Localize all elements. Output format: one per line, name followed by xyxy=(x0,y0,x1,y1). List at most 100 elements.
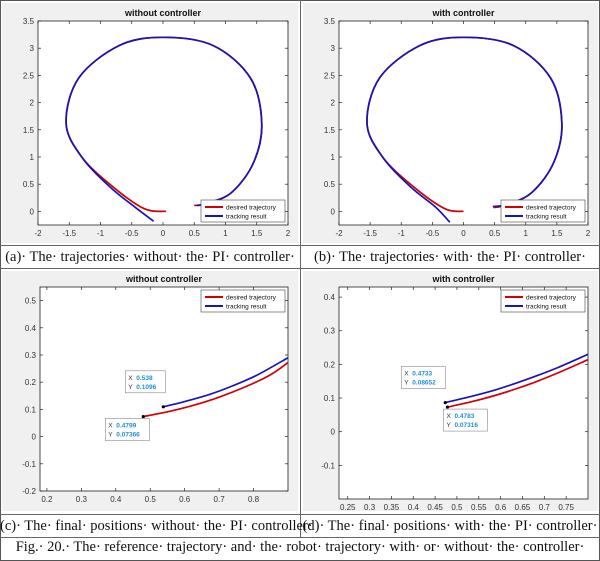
datatip-marker xyxy=(443,400,447,405)
datatip-x-value: 0.4783 xyxy=(454,413,474,420)
datatip-y-value: 0.07316 xyxy=(454,422,478,429)
x-tick-label: 0.6 xyxy=(495,503,507,511)
datatip-y-label: Y xyxy=(404,380,409,387)
y-tick-label: 0.5 xyxy=(25,297,37,306)
x-tick-label: 0.5 xyxy=(451,503,463,511)
x-tick-label: 0.3 xyxy=(364,503,376,511)
datatip-x-label: X xyxy=(108,423,113,430)
y-tick-label: 0.1 xyxy=(324,394,336,403)
x-tick-label: 0.5 xyxy=(145,495,157,504)
caption-a: (a)· The· trajectories· without· the· PI… xyxy=(5,249,295,265)
axes-box xyxy=(37,20,289,226)
y-tick-label: 0 xyxy=(331,207,336,216)
x-tick-label: 0.8 xyxy=(248,495,260,504)
datatip-box xyxy=(104,418,150,441)
datatip-y-value: 0.1096 xyxy=(136,384,156,391)
x-tick-label: 0.45 xyxy=(427,503,443,511)
chart-title: with controller xyxy=(431,8,495,18)
x-tick-label: 1.5 xyxy=(551,229,563,238)
x-tick-label: 0 xyxy=(461,229,466,238)
y-tick-label: 3 xyxy=(331,44,336,53)
y-tick-label: 1 xyxy=(331,153,336,162)
y-tick-label: -0.2 xyxy=(22,487,36,496)
y-tick-label: 2.5 xyxy=(23,71,35,80)
y-tick-label: 0.4 xyxy=(25,324,37,333)
series-line-tracking xyxy=(163,356,288,408)
x-tick-label: 1 xyxy=(223,229,228,238)
datatip-marker xyxy=(445,405,450,409)
y-tick-label: 0 xyxy=(32,433,37,442)
chart-title: without controller xyxy=(124,8,201,18)
legend-label: tracking result xyxy=(226,304,267,311)
datatip-x-value: 0.4799 xyxy=(116,423,136,430)
caption-b: (b)· The· trajectories· with· the· PI· c… xyxy=(314,249,586,265)
x-tick-label: 1.5 xyxy=(251,229,263,238)
x-tick-label: 1 xyxy=(524,229,529,238)
x-tick-label: 0.75 xyxy=(558,503,574,511)
y-tick-label: -0.1 xyxy=(321,461,335,470)
datatip-marker xyxy=(141,414,145,419)
y-tick-label: 0.5 xyxy=(23,180,35,189)
y-tick-label: 2.5 xyxy=(324,71,336,80)
y-tick-label: 0.1 xyxy=(25,405,37,414)
datatip-marker xyxy=(161,405,165,409)
x-tick-label: 0.7 xyxy=(214,495,226,504)
x-tick-label: -0.5 xyxy=(125,229,139,238)
axes-box xyxy=(338,286,589,500)
x-tick-label: 0 xyxy=(161,229,166,238)
datatip-box xyxy=(400,366,446,389)
x-tick-label: 0.4 xyxy=(408,503,420,511)
series-line-desired xyxy=(143,361,288,418)
datatip-y-label: Y xyxy=(446,422,451,429)
row-divider-2 xyxy=(0,268,600,269)
x-tick-label: 0.65 xyxy=(515,503,531,511)
y-tick-label: 0.3 xyxy=(25,351,37,360)
y-tick-label: 0.3 xyxy=(324,327,336,336)
x-tick-label: 0.25 xyxy=(340,503,356,511)
y-tick-label: 2 xyxy=(30,99,35,108)
legend-label: desired trajectory xyxy=(226,205,277,212)
row-divider-1 xyxy=(0,245,600,246)
x-tick-label: -1 xyxy=(97,229,105,238)
figure-caption: Fig.· 20.· The· reference· trajectory· a… xyxy=(15,539,585,555)
legend-label: desired trajectory xyxy=(526,295,577,302)
legend-label: desired trajectory xyxy=(526,205,577,212)
y-tick-label: 0.2 xyxy=(324,360,336,369)
datatip-box xyxy=(443,408,488,432)
datatip-x-value: 0.538 xyxy=(136,375,153,382)
row-divider-3 xyxy=(0,514,600,515)
x-tick-label: 0.55 xyxy=(471,503,487,511)
y-tick-label: 3.5 xyxy=(324,17,336,26)
y-tick-label: 1.5 xyxy=(23,126,35,135)
datatip-x-label: X xyxy=(404,371,409,378)
x-tick-label: 0.6 xyxy=(179,495,191,504)
datatip-y-value: 0.07366 xyxy=(116,432,140,439)
x-tick-label: 0.7 xyxy=(539,503,551,511)
caption-c: (c)· The· final· positions· without· the… xyxy=(0,518,313,534)
series-line-tracking xyxy=(65,36,263,222)
series-line-desired xyxy=(447,358,588,408)
legend-label: tracking result xyxy=(526,304,567,311)
legend-label: tracking result xyxy=(526,214,567,221)
datatip-x-label: X xyxy=(446,413,451,420)
x-tick-label: 0.2 xyxy=(41,495,53,504)
x-tick-label: 0.5 xyxy=(189,229,201,238)
datatip-y-label: Y xyxy=(108,432,113,439)
datatip-x-value: 0.4733 xyxy=(412,371,432,378)
row-divider-4 xyxy=(0,537,600,538)
x-tick-label: 2 xyxy=(586,229,591,238)
x-tick-label: 0.4 xyxy=(110,495,122,504)
chart-b-trajectories-with-controller: with controller -2 -1.5 -1 -0.5 0 0.5 1 1.5 2 0 0.5… xyxy=(303,3,598,243)
y-tick-label: 1 xyxy=(30,153,35,162)
y-tick-label: 3 xyxy=(30,44,35,53)
series-line-tracking xyxy=(445,353,588,404)
x-tick-label: -1.5 xyxy=(62,229,76,238)
series-line-tracking xyxy=(366,36,563,223)
x-tick-label: 0.5 xyxy=(489,229,501,238)
y-tick-label: 0 xyxy=(331,428,336,437)
datatip-y-value: 0.08652 xyxy=(412,380,436,387)
y-tick-label: 3.5 xyxy=(23,17,35,26)
x-tick-label: -2 xyxy=(34,229,42,238)
legend-label: tracking result xyxy=(226,214,267,221)
datatip-box xyxy=(125,370,166,394)
